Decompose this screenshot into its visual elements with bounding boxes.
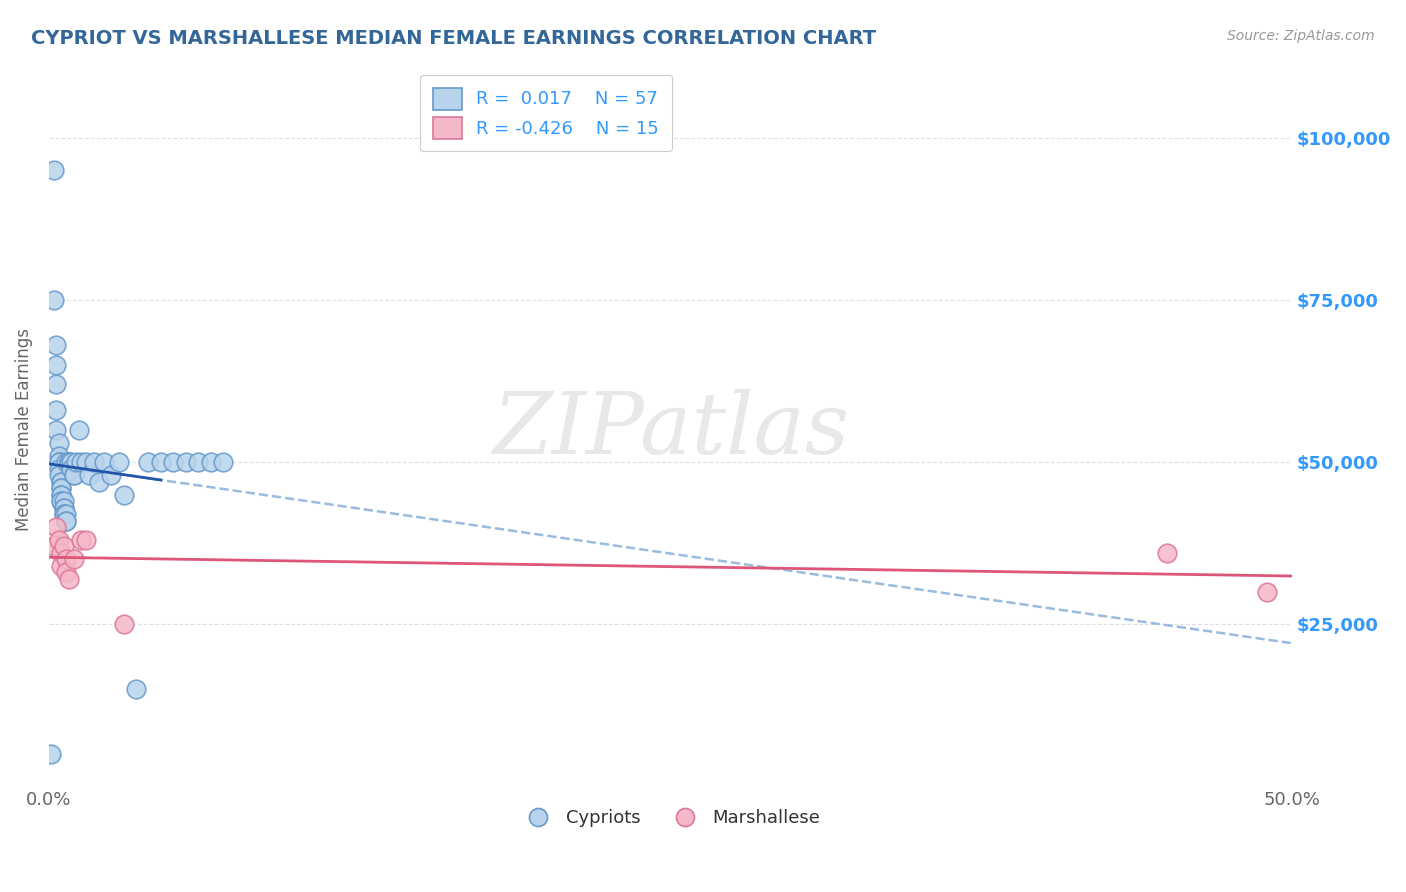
Point bbox=[77, 468, 100, 483]
Point bbox=[52, 494, 75, 508]
Point bbox=[149, 455, 172, 469]
Point bbox=[48, 533, 70, 547]
Point bbox=[58, 455, 80, 469]
Point bbox=[70, 455, 93, 469]
Y-axis label: Median Female Earnings: Median Female Earnings bbox=[15, 328, 32, 532]
Point bbox=[52, 500, 75, 515]
Point bbox=[51, 475, 73, 489]
Point bbox=[51, 494, 73, 508]
Point bbox=[42, 293, 65, 307]
Point bbox=[41, 747, 63, 761]
Point bbox=[1156, 546, 1178, 560]
Point bbox=[58, 455, 80, 469]
Point bbox=[75, 455, 97, 469]
Point bbox=[75, 533, 97, 547]
Point bbox=[52, 507, 75, 521]
Point bbox=[52, 500, 75, 515]
Point bbox=[55, 566, 77, 580]
Point bbox=[125, 682, 148, 697]
Point bbox=[107, 455, 129, 469]
Point bbox=[48, 435, 70, 450]
Point bbox=[70, 533, 93, 547]
Legend: Cypriots, Marshallese: Cypriots, Marshallese bbox=[513, 802, 828, 835]
Point bbox=[174, 455, 197, 469]
Point bbox=[200, 455, 222, 469]
Point bbox=[83, 455, 105, 469]
Point bbox=[48, 455, 70, 469]
Point bbox=[48, 455, 70, 469]
Text: Source: ZipAtlas.com: Source: ZipAtlas.com bbox=[1227, 29, 1375, 43]
Point bbox=[58, 455, 80, 469]
Text: ZIPatlas: ZIPatlas bbox=[492, 388, 849, 471]
Point bbox=[45, 520, 67, 534]
Point bbox=[55, 552, 77, 566]
Point bbox=[138, 455, 160, 469]
Point bbox=[51, 546, 73, 560]
Point bbox=[55, 514, 77, 528]
Text: CYPRIOT VS MARSHALLESE MEDIAN FEMALE EARNINGS CORRELATION CHART: CYPRIOT VS MARSHALLESE MEDIAN FEMALE EAR… bbox=[31, 29, 876, 47]
Point bbox=[63, 468, 86, 483]
Point bbox=[48, 461, 70, 475]
Point bbox=[42, 540, 65, 554]
Point bbox=[60, 461, 83, 475]
Point bbox=[65, 455, 87, 469]
Point bbox=[45, 338, 67, 352]
Point bbox=[1256, 585, 1278, 599]
Point bbox=[52, 507, 75, 521]
Point bbox=[48, 468, 70, 483]
Point bbox=[51, 475, 73, 489]
Point bbox=[63, 552, 86, 566]
Point bbox=[45, 358, 67, 372]
Point bbox=[51, 481, 73, 495]
Point bbox=[45, 377, 67, 392]
Point bbox=[55, 455, 77, 469]
Point bbox=[51, 494, 73, 508]
Point bbox=[212, 455, 235, 469]
Point bbox=[112, 617, 135, 632]
Point bbox=[45, 423, 67, 437]
Point bbox=[60, 455, 83, 469]
Point bbox=[67, 423, 90, 437]
Point bbox=[112, 487, 135, 501]
Point bbox=[55, 514, 77, 528]
Point bbox=[187, 455, 209, 469]
Point bbox=[93, 455, 115, 469]
Point bbox=[58, 572, 80, 586]
Point bbox=[100, 468, 122, 483]
Point bbox=[51, 481, 73, 495]
Point bbox=[51, 558, 73, 573]
Point bbox=[48, 449, 70, 463]
Point bbox=[63, 468, 86, 483]
Point bbox=[55, 507, 77, 521]
Point bbox=[162, 455, 184, 469]
Point bbox=[52, 540, 75, 554]
Point bbox=[42, 163, 65, 178]
Point bbox=[51, 487, 73, 501]
Point bbox=[87, 475, 110, 489]
Point bbox=[45, 403, 67, 417]
Point bbox=[51, 487, 73, 501]
